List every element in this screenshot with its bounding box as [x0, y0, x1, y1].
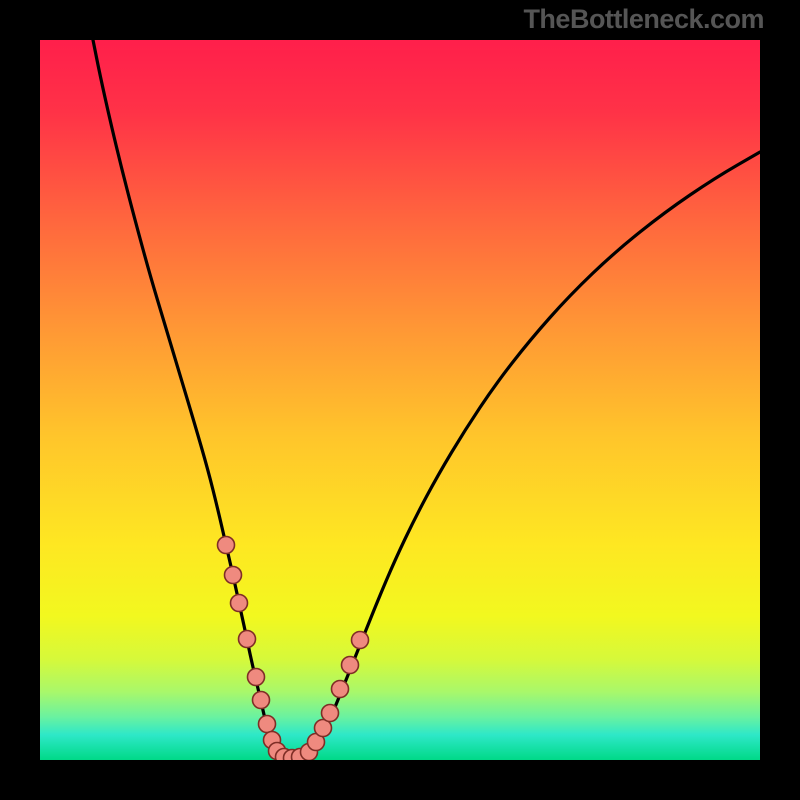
marker-dot — [342, 657, 359, 674]
curve-right — [292, 152, 760, 760]
marker-dot — [253, 692, 270, 709]
marker-dot — [248, 669, 265, 686]
marker-dot — [225, 567, 242, 584]
marker-dot — [352, 632, 369, 649]
marker-dot — [218, 537, 235, 554]
marker-dot — [231, 595, 248, 612]
marker-dot — [332, 681, 349, 698]
watermark-text: TheBottleneck.com — [523, 4, 764, 35]
markers-group — [218, 537, 369, 761]
marker-dot — [259, 716, 276, 733]
chart-stage: TheBottleneck.com — [0, 0, 800, 800]
marker-dot — [322, 705, 339, 722]
curves-svg — [40, 40, 760, 760]
plot-area — [40, 40, 760, 760]
curve-left — [93, 40, 292, 760]
marker-dot — [239, 631, 256, 648]
